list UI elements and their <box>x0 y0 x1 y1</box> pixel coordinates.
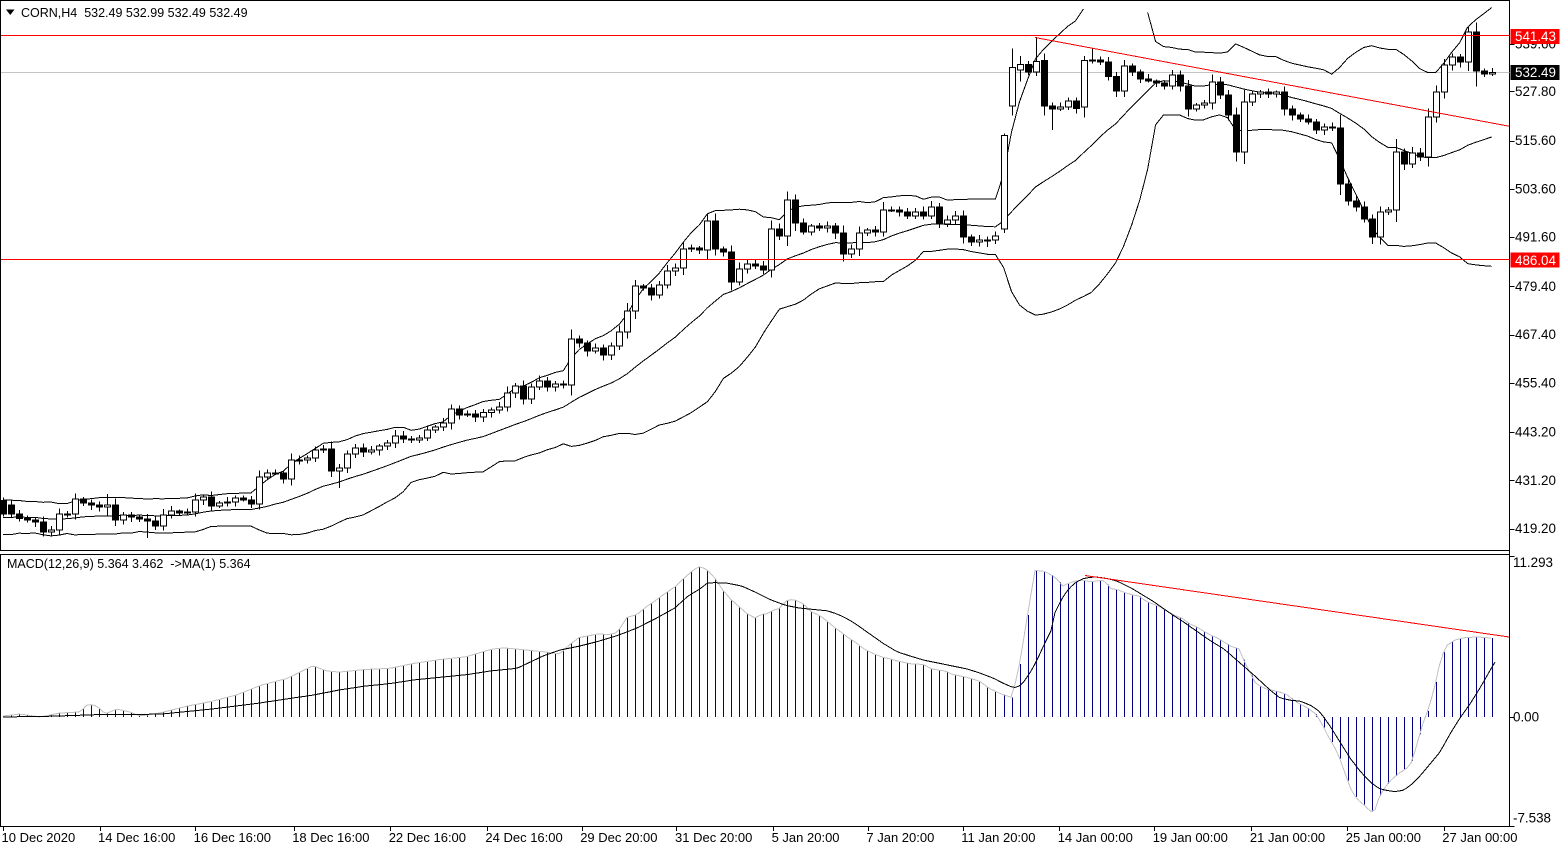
svg-text:503.60: 503.60 <box>1515 181 1556 196</box>
svg-text:491.60: 491.60 <box>1515 230 1556 245</box>
svg-text:7 Jan 20:00: 7 Jan 20:00 <box>866 830 934 845</box>
svg-text:11 Jan 20:00: 11 Jan 20:00 <box>961 830 1035 845</box>
svg-text:22 Dec 16:00: 22 Dec 16:00 <box>389 830 466 845</box>
svg-text:16 Dec 16:00: 16 Dec 16:00 <box>194 830 271 845</box>
svg-text:CORN,H4 532.49 532.99 532.49: CORN,H4 532.49 532.99 532.49 532.49 <box>21 6 248 20</box>
svg-text:419.20: 419.20 <box>1515 521 1556 536</box>
svg-text:18 Dec 16:00: 18 Dec 16:00 <box>292 830 369 845</box>
svg-text:443.20: 443.20 <box>1515 425 1556 440</box>
svg-text:0.00: 0.00 <box>1513 710 1539 725</box>
svg-text:14 Jan 00:00: 14 Jan 00:00 <box>1058 830 1133 845</box>
svg-text:479.40: 479.40 <box>1515 279 1556 294</box>
svg-text:29 Dec 20:00: 29 Dec 20:00 <box>580 830 657 845</box>
svg-text:431.20: 431.20 <box>1515 473 1556 488</box>
svg-text:10 Dec 2020: 10 Dec 2020 <box>2 830 76 845</box>
svg-text:486.04: 486.04 <box>1515 253 1557 268</box>
svg-text:532.49: 532.49 <box>1515 65 1556 80</box>
svg-text:31 Dec 20:00: 31 Dec 20:00 <box>675 830 752 845</box>
svg-text:11.293: 11.293 <box>1513 555 1553 570</box>
svg-text:-7.538: -7.538 <box>1513 811 1551 826</box>
svg-text:455.40: 455.40 <box>1515 375 1556 390</box>
svg-text:527.80: 527.80 <box>1515 84 1556 99</box>
svg-text:24 Dec 16:00: 24 Dec 16:00 <box>485 830 562 845</box>
svg-text:21 Jan 00:00: 21 Jan 00:00 <box>1250 830 1325 845</box>
svg-text:27 Jan 00:00: 27 Jan 00:00 <box>1442 830 1517 845</box>
svg-text:5 Jan 20:00: 5 Jan 20:00 <box>772 830 840 845</box>
svg-text:14 Dec 16:00: 14 Dec 16:00 <box>98 830 175 845</box>
svg-text:541.43: 541.43 <box>1515 29 1556 44</box>
svg-text:25 Jan 00:00: 25 Jan 00:00 <box>1346 830 1421 845</box>
svg-text:MACD(12,26,9) 5.364 3.462 ->M: MACD(12,26,9) 5.364 3.462 ->MA(1) 5.364 <box>7 557 251 571</box>
svg-text:515.60: 515.60 <box>1515 133 1556 148</box>
svg-text:19 Jan 00:00: 19 Jan 00:00 <box>1153 830 1228 845</box>
svg-text:467.40: 467.40 <box>1515 327 1556 342</box>
